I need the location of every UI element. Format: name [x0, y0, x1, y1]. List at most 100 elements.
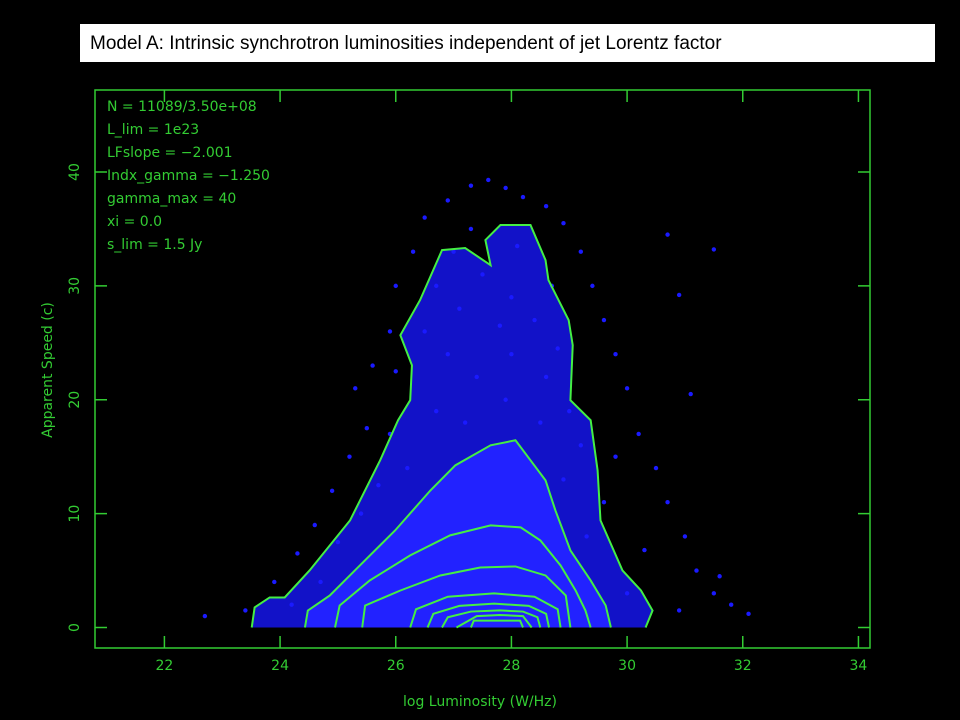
- y-tick-label: 40: [67, 163, 83, 181]
- annotation: gamma_max = 40: [107, 191, 236, 207]
- x-tick-label: 26: [387, 658, 405, 674]
- annotation: LFslope = −2.001: [107, 145, 233, 161]
- y-tick-label: 10: [67, 505, 83, 523]
- point: [410, 249, 416, 254]
- x-tick-label: 32: [734, 658, 752, 674]
- contour: [361, 565, 572, 628]
- point: [243, 608, 248, 613]
- point: [434, 408, 439, 414]
- contour: [409, 592, 562, 628]
- y-tick-label: 30: [67, 277, 83, 295]
- point: [272, 579, 277, 585]
- point: [468, 183, 474, 188]
- point: [347, 454, 352, 459]
- point: [358, 511, 364, 516]
- y-tick-label: 20: [67, 391, 83, 409]
- contour: [303, 439, 612, 628]
- point: [468, 226, 474, 232]
- x-axis-label: log Luminosity (W/Hz): [403, 694, 557, 710]
- x-tick-label: 34: [850, 658, 868, 674]
- point: [665, 500, 670, 505]
- point: [370, 363, 375, 368]
- point: [497, 323, 503, 328]
- point: [503, 397, 508, 402]
- point: [503, 185, 508, 191]
- point: [601, 317, 607, 323]
- point: [688, 391, 693, 397]
- point: [329, 488, 335, 494]
- y-axis-label: Apparent Speed (c): [40, 302, 56, 438]
- point: [636, 431, 641, 437]
- point: [676, 608, 682, 613]
- point: [445, 198, 450, 203]
- point: [457, 306, 462, 311]
- point: [289, 602, 294, 607]
- point: [561, 221, 566, 226]
- contour: [455, 613, 533, 629]
- point: [422, 215, 427, 220]
- point: [584, 534, 589, 539]
- point: [474, 374, 479, 380]
- point: [393, 369, 398, 374]
- point: [717, 574, 722, 579]
- point: [578, 249, 584, 254]
- annotation: xi = 0.0: [107, 214, 162, 230]
- point: [613, 351, 618, 357]
- point: [486, 177, 491, 183]
- point: [555, 346, 560, 351]
- annotation: Indx_gamma = −1.250: [107, 168, 270, 184]
- x-tick-label: 28: [503, 658, 521, 674]
- point: [422, 329, 427, 334]
- point: [653, 465, 659, 471]
- point: [601, 500, 607, 505]
- y-tick-label: 0: [67, 623, 83, 632]
- annotation: L_lim = 1e23: [107, 122, 199, 138]
- point: [613, 454, 618, 459]
- point: [295, 551, 300, 556]
- point: [434, 283, 439, 289]
- point: [682, 534, 688, 539]
- point: [543, 203, 549, 209]
- x-tick-label: 24: [271, 658, 289, 674]
- point: [393, 283, 398, 289]
- plot-frame: [94, 89, 871, 649]
- point: [532, 317, 537, 323]
- point: [624, 591, 630, 596]
- point: [445, 351, 450, 357]
- point: [335, 539, 341, 545]
- point: [538, 420, 543, 425]
- point: [405, 465, 410, 471]
- point: [202, 613, 208, 619]
- point: [364, 426, 370, 431]
- point: [509, 351, 514, 357]
- point: [543, 374, 549, 380]
- point: [561, 477, 566, 482]
- point: [376, 482, 381, 488]
- point: [520, 194, 526, 200]
- annotation: N = 11089/3.50e+08: [107, 99, 257, 115]
- point: [387, 329, 393, 334]
- point: [567, 408, 572, 414]
- contour: [250, 224, 654, 628]
- contour: [334, 524, 592, 628]
- point: [624, 386, 630, 391]
- point: [515, 243, 520, 249]
- title-box: [80, 24, 935, 62]
- point: [694, 568, 699, 573]
- point: [642, 547, 647, 553]
- x-tick-label: 30: [618, 658, 636, 674]
- point: [728, 602, 734, 607]
- point: [451, 249, 456, 254]
- contour: [441, 609, 542, 628]
- point: [353, 386, 358, 391]
- point: [312, 522, 317, 528]
- contour: [470, 619, 524, 628]
- point: [665, 232, 670, 237]
- contour: [426, 602, 550, 628]
- point: [711, 591, 717, 596]
- point: [509, 295, 514, 300]
- point: [676, 292, 682, 298]
- point: [711, 247, 717, 252]
- point: [746, 611, 751, 617]
